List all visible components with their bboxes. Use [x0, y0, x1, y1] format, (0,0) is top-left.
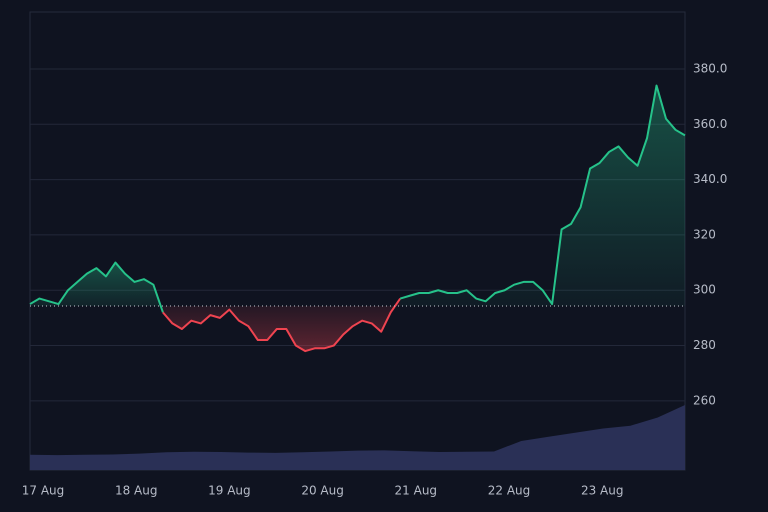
price-line — [399, 84, 686, 306]
y-tick-label: 340.0 — [693, 172, 727, 186]
x-tick-label: 22 Aug — [488, 484, 531, 498]
y-tick-label: 360.0 — [693, 117, 727, 131]
y-tick-label: 280 — [693, 338, 716, 352]
x-tick-label: 19 Aug — [208, 484, 251, 498]
y-tick-label: 380.0 — [693, 61, 727, 75]
price-line — [162, 297, 402, 353]
x-tick-label: 21 Aug — [395, 484, 438, 498]
x-tick-label: 20 Aug — [301, 484, 344, 498]
area-above — [400, 85, 685, 306]
x-tick-label: 17 Aug — [22, 484, 65, 498]
y-tick-label: 260 — [693, 393, 716, 407]
area-below — [162, 298, 401, 352]
x-tick-label: 23 Aug — [581, 484, 624, 498]
area-above — [30, 262, 163, 313]
y-tick-label: 300 — [693, 283, 716, 297]
x-tick-label: 18 Aug — [115, 484, 158, 498]
price-line — [29, 261, 164, 313]
volume-area — [30, 405, 685, 470]
y-tick-label: 320 — [693, 227, 716, 241]
